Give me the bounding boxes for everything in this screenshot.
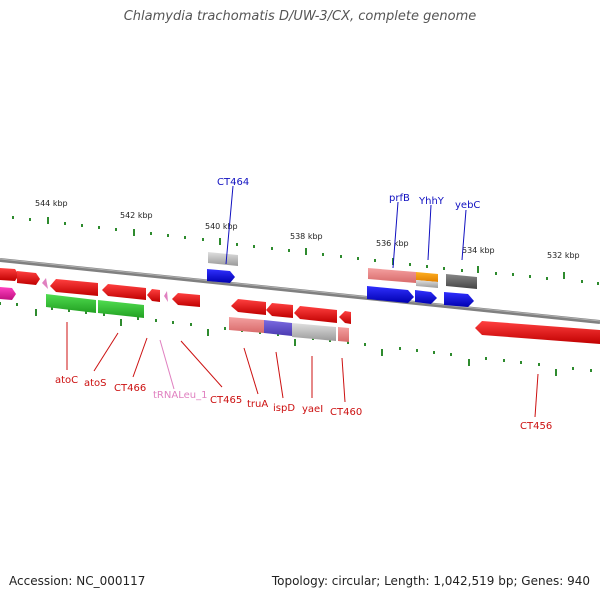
- gene-trua-pink: [229, 317, 264, 333]
- gene-yaei-gray: [292, 323, 336, 341]
- gene-atos: [102, 284, 146, 300]
- gene-atoc-green: [46, 294, 96, 313]
- gene-label-ct460: CT460: [330, 407, 362, 418]
- scale-label-540: 540 kbp: [205, 222, 238, 231]
- gene-ct465: [172, 293, 200, 307]
- bottom-gene-labels: atoC atoS CT466 tRNALeu_1 CT465 truA isp…: [55, 375, 552, 432]
- gene-atoc: [50, 279, 98, 296]
- gene-trua: [231, 299, 266, 315]
- scale-label-544: 544 kbp: [35, 199, 68, 208]
- outer-scale-ticks: [12, 216, 599, 285]
- accession-label: Accession: NC_000117: [9, 574, 146, 588]
- trna-label-line: [159, 339, 175, 390]
- gene-ct466: [147, 289, 160, 302]
- scale-label-532: 532 kbp: [547, 251, 580, 260]
- gene-yebc-dark: [446, 274, 477, 289]
- gene-trna-small: [42, 278, 48, 289]
- gene-ispd-purple: [264, 320, 292, 336]
- gene-ct456: [475, 321, 600, 344]
- gene-label-ct466: CT466: [114, 383, 146, 394]
- top-gene-labels: CT464 prfB YhhY yebC: [217, 177, 480, 211]
- gene-left-magenta: [0, 287, 16, 300]
- forward-strand-genes[interactable]: [0, 252, 477, 307]
- gene-label-ct456: CT456: [520, 421, 552, 432]
- gene-left-edge-1: [0, 268, 19, 281]
- genome-backbone-highlight: [0, 258, 600, 322]
- gene-trnaleu: [164, 291, 168, 302]
- gene-label-ct464: CT464: [217, 177, 249, 188]
- gene-label-yebc: yebC: [455, 200, 480, 211]
- scale-label-542: 542 kbp: [120, 211, 153, 220]
- gene-yhhy-gray: [416, 280, 438, 288]
- gene-label-atos: atoS: [84, 378, 107, 389]
- gene-label-atoc: atoC: [55, 375, 78, 386]
- genome-title: Chlamydia trachomatis D/UW-3/CX, complet…: [123, 9, 477, 24]
- gene-yhhy-blue: [415, 290, 437, 304]
- gene-left-edge-2: [17, 271, 40, 285]
- gene-label-prfb: prfB: [389, 193, 410, 204]
- gene-yaei: [294, 306, 337, 323]
- reverse-strand-genes[interactable]: [0, 278, 600, 344]
- gene-ispd: [266, 303, 293, 318]
- gene-ct460-pink: [338, 327, 349, 342]
- gene-prfb-pink: [368, 268, 416, 283]
- gene-label-trnaleu: tRNALeu_1: [153, 390, 207, 401]
- scale-label-534: 534 kbp: [462, 246, 495, 255]
- gene-label-yaei: yaeI: [302, 404, 323, 415]
- gene-yebc-blue: [444, 292, 474, 307]
- gene-atos-green: [98, 300, 144, 318]
- gene-prfb-blue: [367, 286, 414, 303]
- gene-ct460: [339, 311, 351, 324]
- gene-ct464-gray: [208, 252, 238, 266]
- scale-label-538: 538 kbp: [290, 232, 323, 241]
- bottom-label-lines: [66, 322, 539, 418]
- gene-label-ispd: ispD: [273, 403, 295, 414]
- gene-yhhy-orange: [416, 272, 438, 282]
- top-label-lines: [225, 185, 467, 269]
- gene-label-trua: truA: [247, 399, 268, 410]
- gene-ct464-blue: [207, 269, 235, 283]
- gene-label-ct465: CT465: [210, 395, 242, 406]
- scale-label-536: 536 kbp: [376, 239, 409, 248]
- genome-summary-label: Topology: circular; Length: 1,042,519 bp…: [271, 574, 590, 588]
- gene-label-yhhy: YhhY: [418, 196, 445, 207]
- scale-labels: 544 kbp 542 kbp 540 kbp 538 kbp 536 kbp …: [35, 199, 580, 260]
